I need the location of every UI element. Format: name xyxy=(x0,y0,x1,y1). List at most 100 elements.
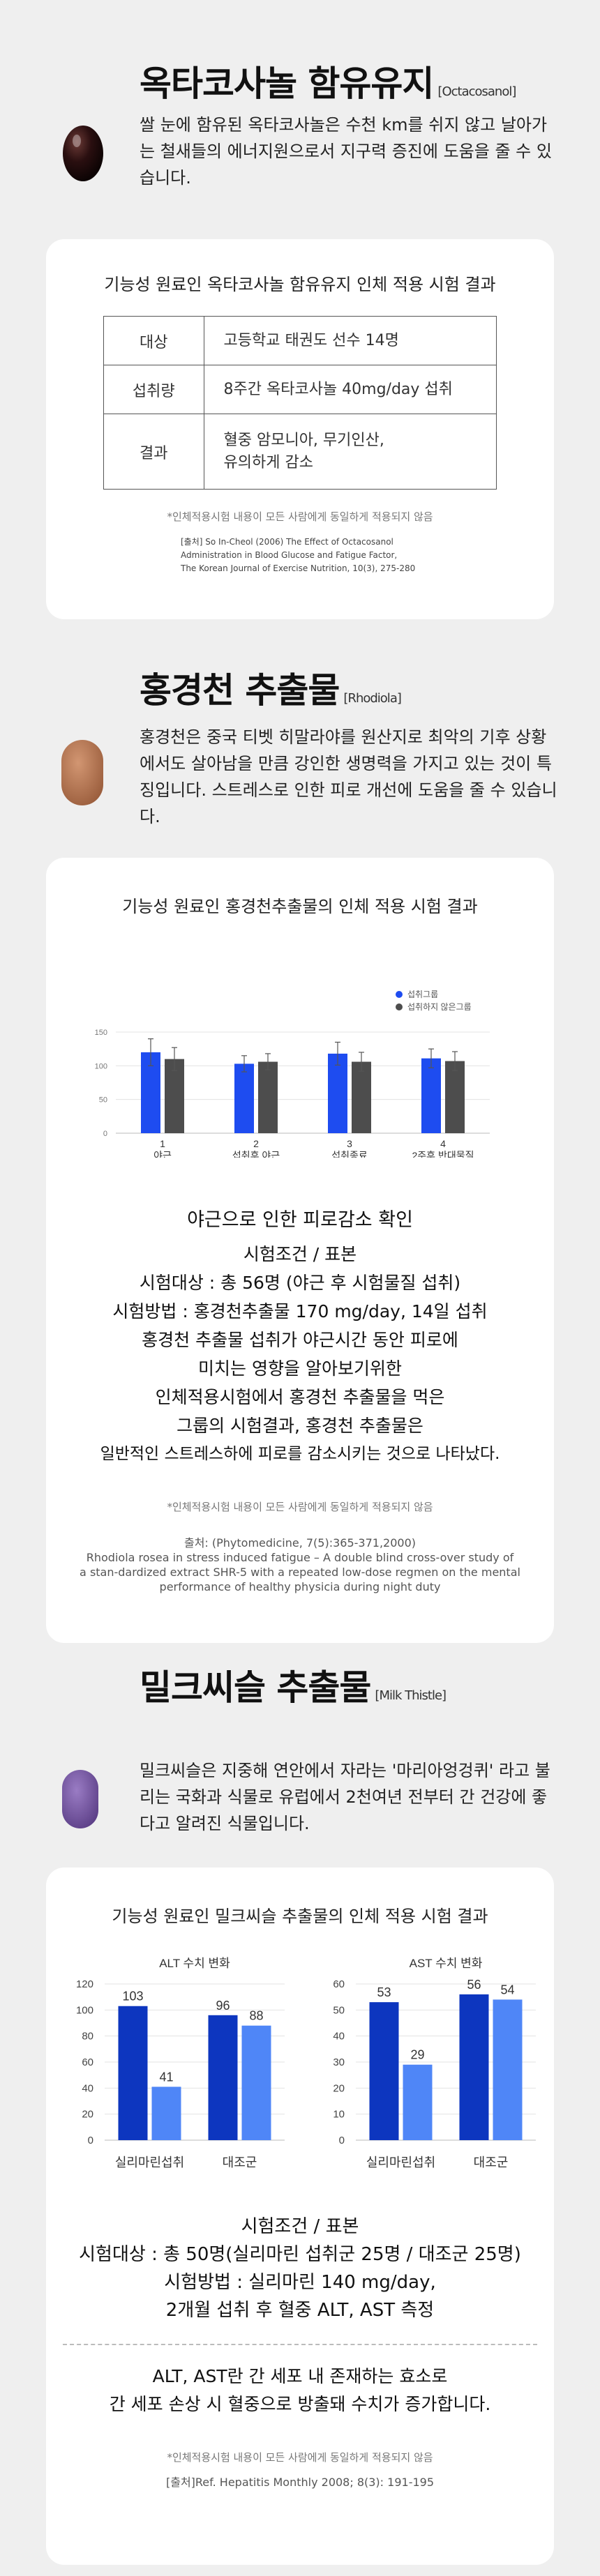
y-tick-label: 80 xyxy=(82,2031,93,2043)
x-tick-label: 실리마린섭취 xyxy=(115,2155,184,2169)
chart-title: ALT 수치 변화 xyxy=(159,1957,230,1970)
x-tick-label: 2 xyxy=(253,1138,259,1149)
data-label: 54 xyxy=(500,1983,514,1997)
result-table: 대상 고등학교 태권도 선수 14명 섭취량 8주간 옥타코사놀 40mg/da… xyxy=(103,316,497,490)
legend-marker xyxy=(396,991,403,998)
card-title: 기능성 원료인 밀크씨슬 추출물의 인체 적용 시험 결과 xyxy=(112,1907,488,1926)
title-text: 홍경천 추출물 xyxy=(140,670,340,711)
x-tick-label: 4 xyxy=(440,1138,446,1149)
divider xyxy=(63,2344,537,2345)
condition-line: 시험방법 : 홍경천추출물 170 mg/day, 14일 섭취 xyxy=(112,1301,488,1321)
condition-line: 시험대상 : 총 50명(실리마린 섭취군 25명 / 대조군 25명) xyxy=(79,2244,521,2265)
test-conditions: 시험조건 / 표본 시험대상 : 총 50명(실리마린 섭취군 25명 / 대조… xyxy=(46,2213,554,2324)
title-subtitle: [Rhodiola] xyxy=(343,691,401,706)
legend-label: 섭취그룹 xyxy=(407,990,438,999)
table-value: 고등학교 태권도 선수 14명 xyxy=(203,316,497,365)
bar xyxy=(258,1061,278,1133)
y-tick-label: 120 xyxy=(76,1978,93,1990)
milk-thistle-section: 밀크씨슬 추출물 [Milk Thistle] 밀크씨슬은 지중해 연안에서 자라… xyxy=(0,1639,600,2576)
section-title: 옥타코사놀 함유유지 [Octacosanol] xyxy=(140,56,516,106)
bar xyxy=(403,2064,433,2140)
condition-line: 그룹의 시험결과, 홍경천 추출물은 xyxy=(177,1416,423,1436)
octacosanol-capsule-image xyxy=(63,126,103,181)
y-tick-label: 20 xyxy=(333,2082,345,2094)
bar xyxy=(165,1059,184,1133)
bar xyxy=(421,1058,441,1133)
table-key: 결과 xyxy=(103,414,204,490)
x-tick-label: 대조군 xyxy=(223,2155,257,2169)
test-conditions: 시험조건 / 표본 시험대상 : 총 56명 (야근 후 시험물질 섭취) 시험… xyxy=(46,1240,554,1469)
octacosanol-result-card: 기능성 원료인 옥타코사놀 함유유지 인체 적용 시험 결과 대상 고등학교 태… xyxy=(46,239,554,619)
y-tick-label: 10 xyxy=(333,2109,345,2121)
y-tick-label: 40 xyxy=(333,2031,345,2043)
y-tick-label: 20 xyxy=(82,2109,93,2121)
table-value-text: 혈중 암모니아, 무기인산, 유의하게 감소 xyxy=(223,431,384,471)
y-tick-label: 0 xyxy=(88,2135,93,2146)
condition-line: 시험대상 : 총 56명 (야근 후 시험물질 섭취) xyxy=(139,1273,461,1293)
table-row: 대상 고등학교 태권도 선수 14명 xyxy=(103,316,497,365)
legend-marker xyxy=(396,1003,403,1010)
octacosanol-section: 옥타코사놀 함유유지 [Octacosanol] 쌀 눈에 함유된 옥타코사놀은 … xyxy=(0,0,600,628)
source-citation: 출처: (Phytomedicine, 7(5):365-371,2000) R… xyxy=(74,1536,526,1594)
card-title: 기능성 원료인 홍경천추출물의 인체 적용 시험 결과 xyxy=(122,897,478,916)
table-key: 섭취량 xyxy=(103,365,204,414)
title-text: 옥타코사놀 함유유지 xyxy=(140,63,434,104)
data-label: 103 xyxy=(122,1990,143,2003)
source-line: Administration in Blood Glucose and Fati… xyxy=(181,550,398,560)
condition-line: 일반적인 스트레스하에 피로를 감소시키는 것으로 나타났다. xyxy=(100,1445,500,1463)
y-tick-label: 50 xyxy=(99,1096,107,1105)
condition-line: 시험방법 : 실리마린 140 mg/day, xyxy=(164,2272,436,2293)
y-tick-label: 100 xyxy=(95,1062,107,1070)
disclaimer-note: *인체적용시험 내용이 모든 사람에게 동일하게 적용되지 않음 xyxy=(167,1501,433,1513)
milk-thistle-tablet-image xyxy=(62,1770,98,1828)
y-tick-label: 0 xyxy=(339,2135,345,2146)
y-tick-label: 50 xyxy=(333,2004,345,2016)
table-value: 8주간 옥타코사놀 40mg/day 섭취 xyxy=(203,365,497,414)
y-tick-label: 60 xyxy=(82,2056,93,2068)
title-subtitle: [Milk Thistle] xyxy=(375,1688,447,1703)
x-tick-label: 대조군 xyxy=(474,2155,509,2169)
disclaimer-note: *인체적용시험 내용이 모든 사람에게 동일하게 적용되지 않음 xyxy=(167,510,433,523)
bar xyxy=(234,1063,254,1133)
source-citation: [출처]Ref. Hepatitis Monthly 2008; 8(3): 1… xyxy=(165,2476,435,2489)
x-tick-label: 3 xyxy=(347,1138,352,1149)
section-description: 밀크씨슬은 지중해 연안에서 자라는 '마리아엉겅퀴' 라고 불리는 국화과 식… xyxy=(140,1761,550,1833)
y-tick-label: 150 xyxy=(95,1029,107,1037)
source-line: [출처] So In-Cheol (2006) The Effect of Oc… xyxy=(181,537,393,547)
condition-line: 인체적용시험에서 홍경천 추출물을 먹은 xyxy=(155,1387,445,1407)
data-label: 29 xyxy=(410,2048,424,2062)
emphasis-line: 간 세포 손상 시 혈중으로 방출돼 수치가 증가합니다. xyxy=(109,2394,491,2414)
card-title: 기능성 원료인 옥타코사놀 함유유지 인체 적용 시험 결과 xyxy=(104,275,496,294)
emphasis-line: ALT, AST란 간 세포 내 존재하는 효소로 xyxy=(152,2366,448,2386)
title-subtitle: [Octacosanol] xyxy=(437,84,516,99)
source-line: Rhodiola rosea in stress induced fatigue… xyxy=(86,1551,514,1564)
chart-title: AST 수치 변화 xyxy=(410,1957,483,1970)
rhodiola-section: 홍경천 추출물 [Rhodiola] 홍경천은 중국 티벳 히말라야를 원산지로 … xyxy=(0,628,600,1643)
table-row: 결과 혈중 암모니아, 무기인산, 유의하게 감소 xyxy=(103,414,497,490)
x-tick-label: 실리마린섭취 xyxy=(366,2155,435,2169)
y-tick-label: 30 xyxy=(333,2056,345,2068)
chart-heading: 야근으로 인한 피로감소 확인 xyxy=(187,1209,413,1231)
bar xyxy=(118,2006,148,2140)
table-row: 섭취량 8주간 옥타코사놀 40mg/day 섭취 xyxy=(103,365,497,414)
bar xyxy=(208,2015,238,2140)
condition-line: 미치는 영향을 알아보기위한 xyxy=(198,1358,402,1379)
y-tick-label: 100 xyxy=(76,2004,93,2016)
x-tick-label: 섭취후 야근 xyxy=(232,1150,280,1158)
x-tick-label: 섭취종료 xyxy=(331,1150,368,1158)
bar xyxy=(459,1994,489,2140)
section-description: 쌀 눈에 함유된 옥타코사놀은 수천 km를 쉬지 않고 날아가는 철새들의 에… xyxy=(140,115,552,188)
source-citation: [출처] So In-Cheol (2006) The Effect of Oc… xyxy=(181,536,474,575)
ast-bar-chart: AST 수치 변화 0 10 20 30 40 50 60 53 29 실리마린섭취 56 54 대조군 xyxy=(333,1957,536,2169)
source-line: The Korean Journal of Exercise Nutrition… xyxy=(181,563,416,573)
data-label: 88 xyxy=(249,2009,263,2023)
y-tick-label: 60 xyxy=(333,1978,345,1990)
emphasis-text: ALT, AST란 간 세포 내 존재하는 효소로 간 세포 손상 시 혈중으로… xyxy=(46,2363,554,2418)
data-label: 96 xyxy=(216,1999,230,2013)
condition-line: 시험조건 / 표본 xyxy=(243,1244,357,1264)
condition-line: 홍경천 추출물 섭취가 야근시간 동안 피로에 xyxy=(142,1330,458,1350)
bar xyxy=(241,2025,271,2140)
bar xyxy=(445,1061,465,1133)
data-label: 53 xyxy=(377,1985,391,1999)
